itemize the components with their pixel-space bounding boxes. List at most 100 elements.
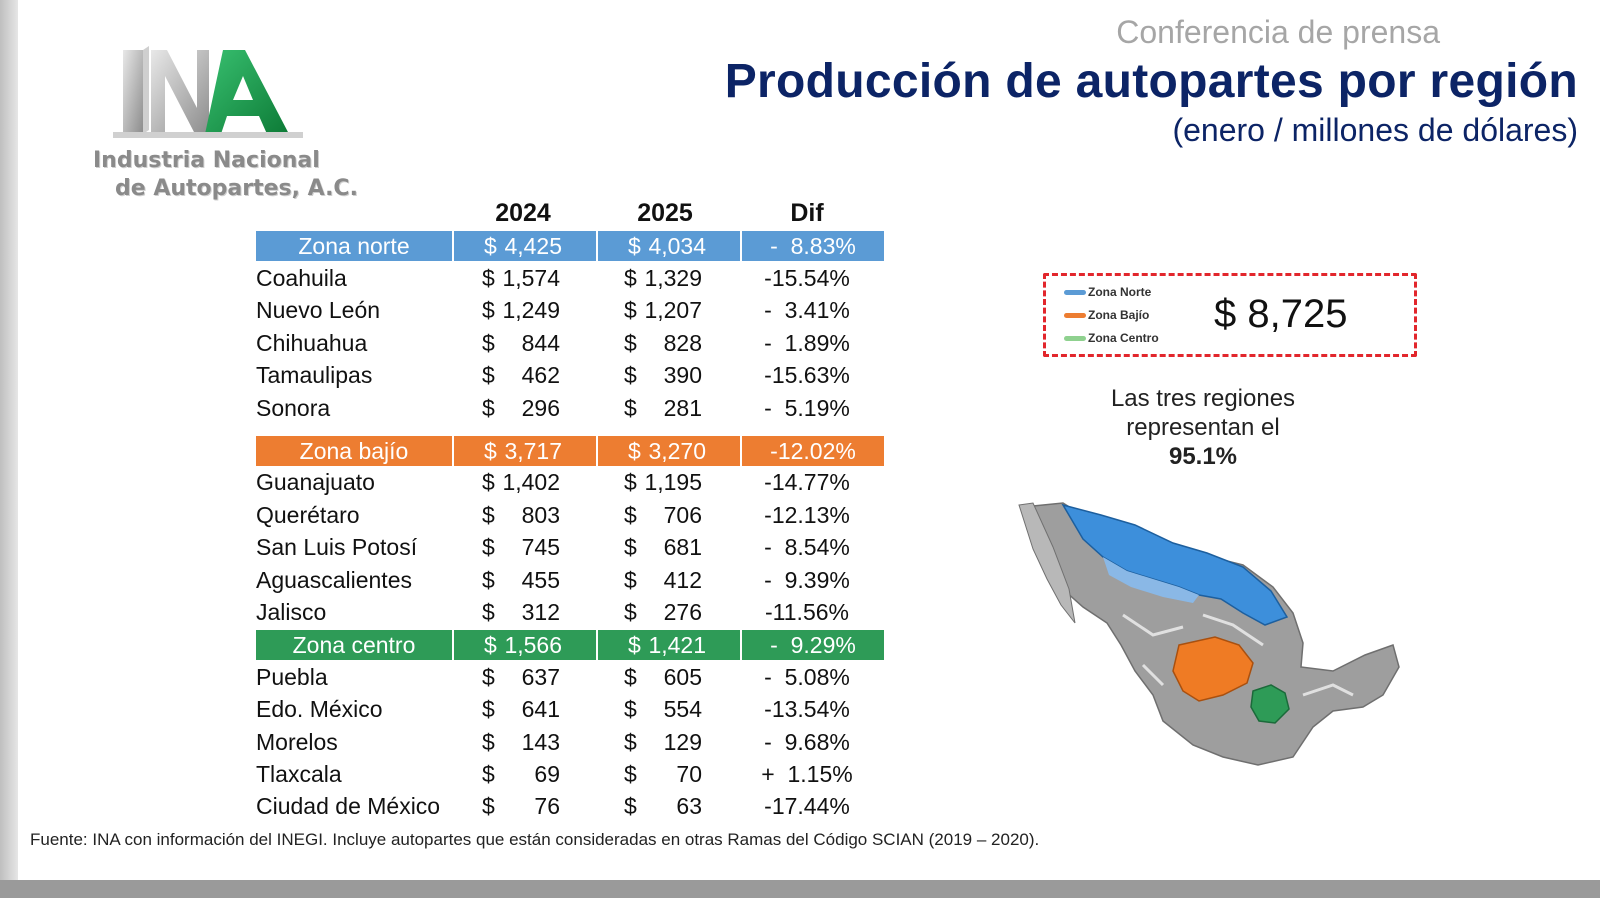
state-name: Tamaulipas	[256, 362, 373, 389]
cell-2024: $641	[452, 693, 594, 725]
table-row: Puebla $637 $605- 5.08%	[256, 661, 896, 693]
table-row: Ciudad de México $76 $63 -17.44%	[256, 791, 896, 823]
zone-row-norte: Zona norte $4,425 $4,034- 8.83%	[256, 230, 896, 262]
dif-value: - 5.08%	[764, 663, 850, 690]
table-row: Aguascalientes $455 $412- 9.39%	[256, 564, 896, 596]
dif-value: - 5.19%	[764, 394, 850, 421]
legend-item-centro: Zona Centro	[1064, 331, 1159, 345]
currency-symbol: $	[624, 696, 637, 723]
legend-marker-norte	[1064, 290, 1086, 296]
state-name: Guanajuato	[256, 469, 375, 496]
cell-2024: $143	[452, 726, 594, 758]
legend-label-bajio: Zona Bajío	[1088, 308, 1150, 322]
legend-item-norte: Zona Norte	[1064, 285, 1151, 299]
currency-symbol: $	[624, 793, 637, 820]
zone-gap	[256, 424, 896, 434]
logo-name-line2: de Autopartes, A.C.	[115, 176, 358, 201]
cell-2025: $70	[594, 758, 736, 790]
zone-2024: $4,425	[454, 231, 596, 262]
state-name: Coahuila	[256, 265, 347, 292]
currency-symbol: $	[482, 696, 495, 723]
table-header: 2024 2025 Dif	[256, 196, 896, 230]
state-name: Nuevo León	[256, 297, 381, 324]
cell-2025: $706	[594, 499, 736, 531]
zone-name: Zona bajío	[256, 435, 452, 466]
cell-2024: $1,574	[452, 262, 594, 294]
cell-2025: $1,207	[594, 295, 736, 327]
dif-value: + 1.15%	[761, 760, 853, 787]
currency-symbol: $	[624, 501, 637, 528]
currency-symbol: $	[484, 437, 497, 464]
value-2024: 803	[521, 501, 560, 528]
currency-symbol: $	[624, 728, 637, 755]
dif-value: -15.54%	[764, 265, 850, 292]
currency-symbol: $	[628, 437, 641, 464]
dif-value: -12.13%	[764, 501, 850, 528]
cell-2025: $1,329	[594, 262, 736, 294]
state-name: Querétaro	[256, 501, 360, 528]
regions-note-percent: 95.1%	[1168, 443, 1238, 470]
table-row: Sonora $296 $281- 5.19%	[256, 392, 896, 424]
value-2025: 129	[663, 728, 702, 755]
value-2024: 1,249	[502, 297, 560, 324]
value-2024: 1,402	[502, 469, 560, 496]
cell-2024: $1,402	[452, 467, 594, 499]
value-2025: 828	[663, 329, 702, 356]
state-name: Sonora	[256, 394, 331, 421]
dif-value: -14.77%	[764, 469, 850, 496]
state-name: Ciudad de México	[256, 793, 441, 820]
currency-symbol: $	[624, 297, 637, 324]
page-title: Producción de autopartes por región	[724, 55, 1578, 108]
table-row: Guanajuato $1,402 $1,195 -14.77%	[256, 467, 896, 499]
cell-2024: $745	[452, 532, 594, 564]
cell-2025: $390	[594, 360, 736, 392]
legend-marker-bajio	[1064, 313, 1086, 319]
cell-2024: $69	[452, 758, 594, 790]
value-2024: 1,574	[502, 265, 560, 292]
dif-value: - 9.39%	[764, 566, 850, 593]
value-2024: 76	[534, 793, 560, 820]
cell-2025: $129	[594, 726, 736, 758]
zone-dif: - 9.29%	[742, 629, 884, 660]
header-2024: 2024	[495, 198, 551, 227]
value-2025: 1,329	[644, 265, 702, 292]
slide: Industria Nacional de Autopartes, A.C. C…	[18, 0, 1600, 880]
currency-symbol: $	[482, 297, 495, 324]
cell-2025: $63	[594, 791, 736, 823]
currency-symbol: $	[482, 534, 495, 561]
zone-2025: $1,421	[598, 629, 740, 660]
zone-name: Zona norte	[256, 231, 452, 262]
cell-2024: $312	[452, 596, 594, 628]
currency-symbol: $	[484, 233, 497, 260]
currency-symbol: $	[624, 598, 637, 625]
zone-2025: $3,270	[598, 435, 740, 466]
source-footnote: Fuente: INA con información del INEGI. I…	[30, 830, 1040, 849]
currency-symbol: $	[624, 663, 637, 690]
page-subtitle: (enero / millones de dólares)	[1172, 112, 1578, 148]
header-dif: Dif	[790, 198, 824, 227]
currency-symbol: $	[628, 631, 641, 658]
value-2025: 605	[663, 663, 702, 690]
currency-symbol: $	[624, 760, 637, 787]
currency-symbol: $	[482, 469, 495, 496]
value-2025: 281	[663, 394, 702, 421]
currency-symbol: $	[482, 501, 495, 528]
slide-bottom-edge	[0, 880, 1600, 898]
zone-2025: $4,034	[598, 231, 740, 262]
table-body: Zona norte $4,425 $4,034- 8.83% Coahuila $1,…	[256, 230, 896, 823]
currency-symbol: $	[624, 469, 637, 496]
zone-2025-value: 1,421	[648, 631, 706, 658]
slide-left-edge	[0, 0, 18, 898]
value-2024: 455	[521, 566, 560, 593]
zone-row-bajio: Zona bajío $3,717 $3,270 -12.02%	[256, 434, 896, 466]
logo-name-line1: Industria Nacional	[93, 148, 320, 173]
value-2024: 745	[521, 534, 560, 561]
value-2025: 390	[663, 362, 702, 389]
legend-marker-centro	[1064, 336, 1086, 342]
state-name: Aguascalientes	[256, 566, 412, 593]
dif-value: -13.54%	[764, 696, 850, 723]
ina-logo-icon	[113, 46, 303, 138]
cell-2025: $554	[594, 693, 736, 725]
table-row: Edo. México $641 $554 -13.54%	[256, 693, 896, 725]
zone-name: Zona centro	[256, 629, 452, 660]
